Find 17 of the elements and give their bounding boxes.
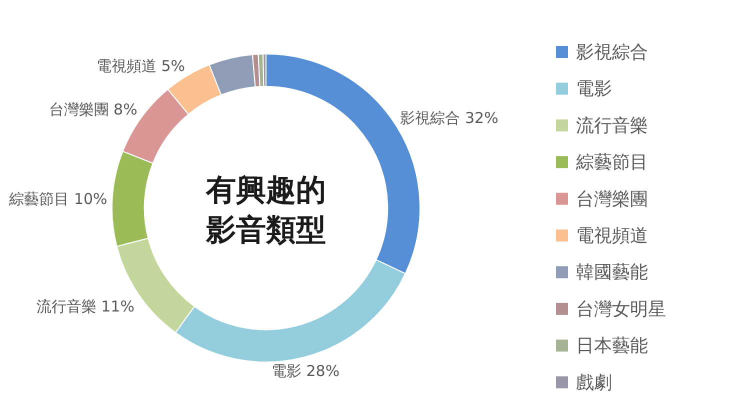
legend-label: 綜藝節目 [575, 152, 648, 174]
category-label: 影視綜合 32% [400, 108, 498, 127]
legend-label: 戲劇 [576, 372, 612, 394]
legend-label: 韓國藝能 [576, 262, 648, 284]
legend-label: 台灣女明星 [576, 298, 666, 320]
category-label: 流行音樂 11% [36, 297, 134, 316]
legend-label: 影視綜合 [576, 42, 648, 63]
category-label: 台灣樂團 8% [48, 100, 138, 119]
legend-label: 電視頻道 [576, 226, 648, 246]
legend-label: 電影 [576, 78, 612, 100]
legend-label: 台灣樂團 [576, 188, 648, 210]
legend-label: 流行音樂 [576, 115, 648, 136]
legend-label: 日本藝能 [576, 336, 648, 357]
text: 有興趣的影音類型 [205, 173, 326, 248]
category-label: 電影 28% [271, 362, 340, 380]
category-label: 綜藝節目 10% [9, 190, 108, 208]
category-label: 電視頻道 5% [96, 57, 186, 76]
